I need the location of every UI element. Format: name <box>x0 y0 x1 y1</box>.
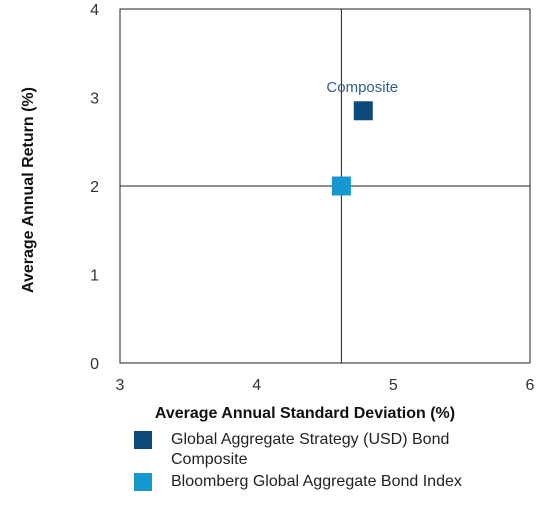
reference-lines <box>120 9 530 363</box>
x-tick-label: 5 <box>389 377 398 394</box>
y-tick-label: 4 <box>90 2 99 19</box>
y-axis-title: Average Annual Return (%) <box>20 87 37 293</box>
x-tick-label: 6 <box>526 377 535 394</box>
data-point-index <box>331 176 351 196</box>
x-axis-title: Average Annual Standard Deviation (%) <box>155 405 455 422</box>
legend-item-index: Bloomberg Global Aggregate Bond Index <box>134 472 534 492</box>
data-point-composite <box>353 101 373 121</box>
legend-swatch-index <box>134 473 152 491</box>
legend-item-composite: Global Aggregate Strategy (USD) Bond Com… <box>134 430 534 470</box>
y-tick-label: 1 <box>90 268 99 285</box>
data-points: Composite <box>326 79 398 196</box>
x-tick-label: 4 <box>252 377 261 394</box>
legend-label-index: Bloomberg Global Aggregate Bond Index <box>171 473 462 490</box>
legend-label-composite: Global Aggregate Strategy (USD) Bond Com… <box>171 431 450 468</box>
point-annotation-label: Composite <box>326 79 398 96</box>
y-tick-label: 2 <box>90 179 99 196</box>
y-axis-ticks: 0 1 2 3 4 <box>90 2 99 373</box>
x-axis-ticks: 3 4 5 6 <box>116 377 535 394</box>
legend: Global Aggregate Strategy (USD) Bond Com… <box>134 430 534 494</box>
y-tick-label: 0 <box>90 356 99 373</box>
legend-swatch-composite <box>134 431 152 449</box>
x-tick-label: 3 <box>116 377 125 394</box>
y-tick-label: 3 <box>90 91 99 108</box>
